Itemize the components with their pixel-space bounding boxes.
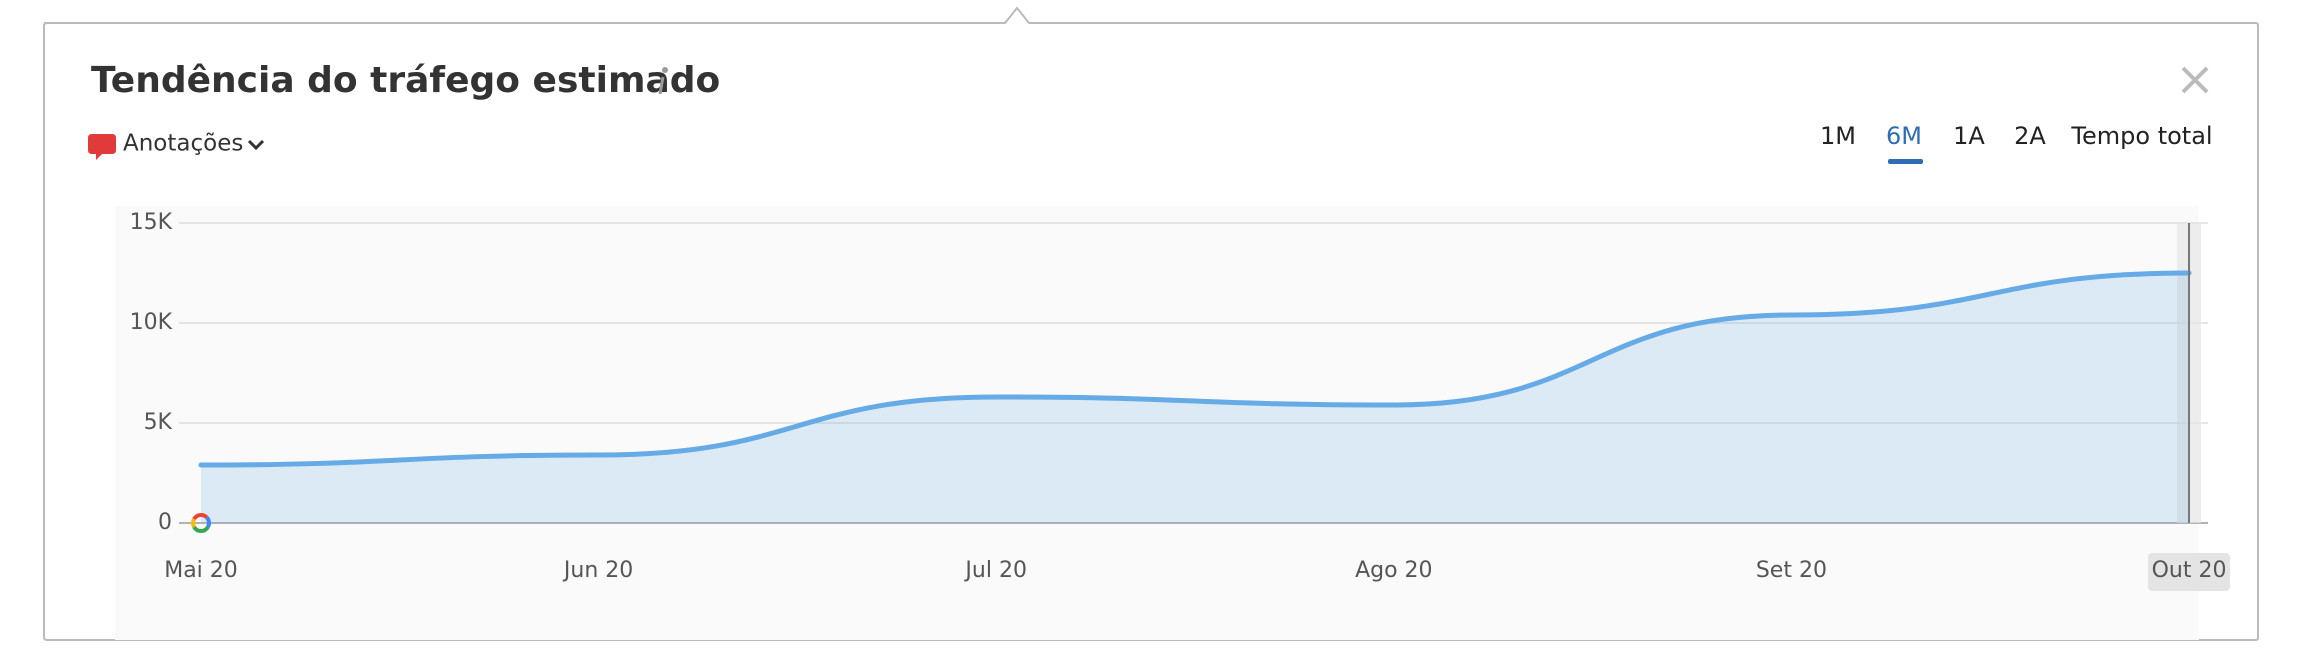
hover-label-bg bbox=[2148, 553, 2230, 591]
range-button[interactable]: 6M bbox=[1886, 122, 1922, 150]
google-icon bbox=[191, 513, 211, 533]
range-button[interactable]: Tempo total bbox=[2070, 122, 2212, 150]
title: Tendência do tráfego estimado bbox=[91, 60, 720, 101]
y-tick-label: 0 bbox=[158, 510, 172, 535]
annotation-icon bbox=[88, 134, 116, 160]
dropdown-caret bbox=[247, 139, 265, 151]
active-underline bbox=[1888, 159, 1923, 164]
y-tick-label: 10K bbox=[130, 310, 173, 335]
close-button[interactable] bbox=[2181, 66, 2209, 94]
y-tick-label: 15K bbox=[130, 210, 173, 235]
google-arc bbox=[192, 513, 209, 521]
x-tick-label: Ago 20 bbox=[1355, 558, 1432, 583]
x-tick-label: Mai 20 bbox=[164, 558, 238, 583]
range-button[interactable]: 2A bbox=[2014, 122, 2046, 150]
range-button[interactable]: 1M bbox=[1820, 122, 1856, 150]
x-tick-label: Set 20 bbox=[1756, 558, 1827, 583]
x-tick-label: Jun 20 bbox=[562, 558, 633, 583]
annotations-toggle[interactable]: Anotações bbox=[123, 131, 243, 157]
google-arc bbox=[205, 515, 211, 528]
line bbox=[198, 270, 2192, 468]
range-button[interactable]: 1A bbox=[1953, 122, 1985, 150]
y-tick-label: 5K bbox=[144, 410, 173, 435]
x-tick-label: Out 20 bbox=[2152, 558, 2227, 583]
google-arc bbox=[192, 525, 210, 533]
x-tick-label: Jul 20 bbox=[963, 558, 1027, 583]
google-arc bbox=[191, 518, 196, 528]
area-fill bbox=[201, 273, 2189, 523]
info-icon bbox=[658, 67, 668, 95]
